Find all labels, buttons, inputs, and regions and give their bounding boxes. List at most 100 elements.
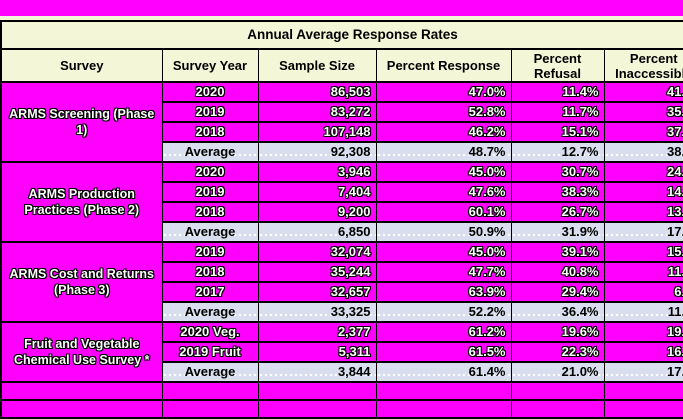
header-row: Survey Survey Year Sample Size Percent R… <box>0 48 683 83</box>
average-label-cell: Average <box>161 221 259 243</box>
percent-inaccessible-cell: 35. <box>603 101 683 123</box>
year-cell: 2020 Veg. <box>161 321 259 343</box>
empty-cell <box>375 381 512 401</box>
table-row: ARMS Screening (Phase 1) 2020 86,503 47.… <box>0 81 683 163</box>
sample-size-cell: 6,850 <box>257 221 377 243</box>
percent-response-cell: 45.0% <box>375 241 512 263</box>
empty-cell <box>603 399 683 419</box>
sheet-background-strip <box>0 16 683 21</box>
percent-refusal-cell: 11.4% <box>510 81 605 103</box>
table-row: 2019 Fruit 5,311 61.5% 22.3% 16. <box>1 341 683 363</box>
survey-name-cell: ARMS Production Practices (Phase 2) <box>0 161 163 243</box>
percent-inaccessible-cell: 17. <box>603 361 683 383</box>
year-cell: 2019 <box>161 241 259 263</box>
percent-inaccessible-cell: 6. <box>603 281 683 303</box>
table-title: Annual Average Response Rates <box>0 20 683 50</box>
percent-inaccessible-cell: 14. <box>603 181 683 203</box>
percent-refusal-cell: 19.6% <box>510 321 605 343</box>
year-cell: 2017 <box>161 281 259 303</box>
year-cell: 2020 <box>161 161 259 183</box>
percent-response-cell: 48.7% <box>375 141 512 163</box>
percent-inaccessible-cell: 19. <box>603 321 683 343</box>
average-row: Average 92,308 48.7% 12.7% 38. <box>1 141 683 163</box>
empty-cell <box>161 399 259 419</box>
percent-refusal-cell: 39.1% <box>510 241 605 263</box>
percent-response-cell: 47.0% <box>375 81 512 103</box>
table-row: Fruit and Vegetable Chemical Use Survey … <box>0 321 683 383</box>
year-cell: 2020 <box>161 81 259 103</box>
average-row: Average 33,325 52.2% 36.4% 11. <box>1 301 683 323</box>
percent-response-cell: 61.2% <box>375 321 512 343</box>
year-cell: 2019 <box>161 181 259 203</box>
percent-refusal-cell: 31.9% <box>510 221 605 243</box>
response-rates-table: Annual Average Response Rates Survey Sur… <box>0 20 683 419</box>
empty-cell <box>510 381 605 401</box>
sample-size-cell: 32,657 <box>257 281 377 303</box>
percent-response-cell: 47.6% <box>375 181 512 203</box>
sample-size-cell: 3,946 <box>257 161 377 183</box>
percent-refusal-cell: 40.8% <box>510 261 605 283</box>
table-row: 2018 9,200 60.1% 26.7% 13. <box>1 201 683 223</box>
sample-size-cell: 32,074 <box>257 241 377 263</box>
table-row: 2019 7,404 47.6% 38.3% 14. <box>1 181 683 203</box>
percent-inaccessible-cell: 24. <box>603 161 683 183</box>
percent-refusal-cell: 26.7% <box>510 201 605 223</box>
sample-size-cell: 5,311 <box>257 341 377 363</box>
percent-refusal-cell: 12.7% <box>510 141 605 163</box>
table-row: 2018 107,148 46.2% 15.1% 37. <box>1 121 683 143</box>
percent-inaccessible-cell: 13. <box>603 201 683 223</box>
column-header-percent-inaccessible: Percent Inaccessible <box>603 48 683 83</box>
table-row: 2018 35,244 47.7% 40.8% 11. <box>1 261 683 283</box>
average-label-cell: Average <box>161 141 259 163</box>
column-header-percent-refusal: Percent Refusal <box>510 48 605 83</box>
empty-cell <box>161 381 259 401</box>
percent-response-cell: 52.8% <box>375 101 512 123</box>
sample-size-cell: 35,244 <box>257 261 377 283</box>
sample-size-cell: 2,377 <box>257 321 377 343</box>
percent-inaccessible-cell: 41. <box>603 81 683 103</box>
column-header-percent-response: Percent Response <box>375 48 512 83</box>
average-row: Average 3,844 61.4% 21.0% 17. <box>1 361 683 383</box>
percent-response-cell: 61.4% <box>375 361 512 383</box>
percent-refusal-cell: 22.3% <box>510 341 605 363</box>
empty-cell <box>0 381 163 401</box>
percent-refusal-cell: 30.7% <box>510 161 605 183</box>
survey-name-cell: ARMS Screening (Phase 1) <box>0 81 163 163</box>
table-row: 2017 32,657 63.9% 29.4% 6. <box>1 281 683 303</box>
year-cell: 2018 <box>161 121 259 143</box>
sample-size-cell: 92,308 <box>257 141 377 163</box>
percent-response-cell: 50.9% <box>375 221 512 243</box>
percent-inaccessible-cell: 16. <box>603 341 683 363</box>
title-row: Annual Average Response Rates <box>0 20 683 50</box>
column-header-survey-year: Survey Year <box>161 48 259 83</box>
percent-refusal-cell: 38.3% <box>510 181 605 203</box>
empty-row <box>0 399 683 419</box>
percent-refusal-cell: 36.4% <box>510 301 605 323</box>
percent-response-cell: 45.0% <box>375 161 512 183</box>
percent-inaccessible-cell: 38. <box>603 141 683 163</box>
empty-cell <box>603 381 683 401</box>
empty-cell <box>510 399 605 419</box>
sample-size-cell: 9,200 <box>257 201 377 223</box>
percent-response-cell: 52.2% <box>375 301 512 323</box>
percent-refusal-cell: 29.4% <box>510 281 605 303</box>
year-cell: 2018 <box>161 261 259 283</box>
empty-row <box>0 381 683 401</box>
percent-response-cell: 46.2% <box>375 121 512 143</box>
percent-inaccessible-cell: 17. <box>603 221 683 243</box>
year-cell: 2019 Fruit <box>161 341 259 363</box>
percent-refusal-cell: 21.0% <box>510 361 605 383</box>
empty-cell <box>257 381 377 401</box>
percent-inaccessible-cell: 11. <box>603 301 683 323</box>
table-row: 2019 83,272 52.8% 11.7% 35. <box>1 101 683 123</box>
empty-cell <box>0 399 163 419</box>
percent-inaccessible-cell: 11. <box>603 261 683 283</box>
survey-name-cell: Fruit and Vegetable Chemical Use Survey … <box>0 321 163 383</box>
average-row: Average 6,850 50.9% 31.9% 17. <box>1 221 683 243</box>
empty-cell <box>375 399 512 419</box>
percent-refusal-cell: 11.7% <box>510 101 605 123</box>
percent-inaccessible-cell: 15. <box>603 241 683 263</box>
sample-size-cell: 86,503 <box>257 81 377 103</box>
sample-size-cell: 83,272 <box>257 101 377 123</box>
column-header-sample-size: Sample Size <box>257 48 377 83</box>
